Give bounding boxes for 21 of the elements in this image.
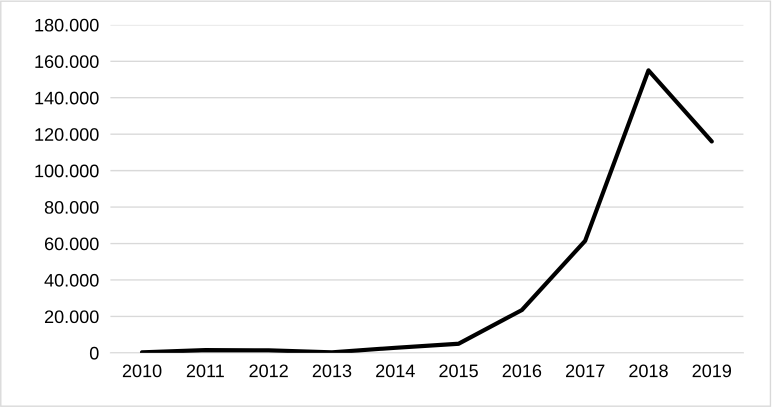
x-tick-label: 2019 <box>692 364 732 378</box>
x-tick-label: 2018 <box>629 364 668 378</box>
y-tick-label: 180.000 <box>35 18 99 32</box>
y-tick-label: 100.000 <box>35 164 99 178</box>
y-tick-label: 120.000 <box>35 128 99 141</box>
x-tick-label: 2017 <box>566 364 604 378</box>
y-tick-label: 20.000 <box>44 310 99 324</box>
y-tick-label: 140.000 <box>35 92 99 104</box>
x-tick-label: 2013 <box>312 364 352 378</box>
y-tick-label: 160.000 <box>35 55 99 68</box>
line-series <box>140 68 714 353</box>
y-tick-label: 40.000 <box>44 274 99 287</box>
y-tick-label: 0 <box>90 346 99 360</box>
y-tick-label: 60.000 <box>44 237 99 250</box>
x-tick-label: 2015 <box>439 364 478 378</box>
y-tick-label: 80.000 <box>44 201 99 214</box>
x-tick-label: 2010 <box>122 364 162 378</box>
x-tick-label: 2011 <box>186 364 224 378</box>
x-tick-label: 2014 <box>376 364 415 378</box>
x-tick-label: 2012 <box>249 364 288 378</box>
x-tick-label: 2016 <box>502 364 542 378</box>
